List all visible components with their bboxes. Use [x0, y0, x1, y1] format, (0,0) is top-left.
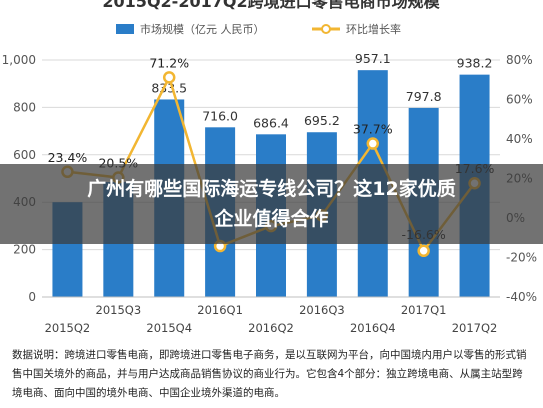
- right-tick-label: -40%: [506, 290, 537, 304]
- data-note: 数据说明：跨境进口零售电商，即跨境进口零售电子商务，是以互联网为平台，向中国境内…: [12, 349, 527, 399]
- x-tick-label: 2016Q4: [350, 321, 396, 335]
- legend: 市场规模（亿元 人民币） 环比增长率: [116, 22, 401, 36]
- overlay-banner: 广州有哪些国际海运专线公司？这12家优质 企业值得合作: [0, 164, 543, 244]
- growth-value-label: 71.2%: [149, 55, 189, 70]
- right-tick-label: 80%: [506, 53, 533, 67]
- legend-line-label: 环比增长率: [346, 22, 401, 36]
- bar-value-label: 695.2: [304, 113, 340, 128]
- left-tick-label: 200: [13, 243, 36, 257]
- growth-point: [417, 244, 430, 258]
- banner-line-1: 广州有哪些国际海运专线公司？这12家优质: [87, 178, 456, 200]
- bar-value-label: 833.5: [151, 80, 187, 95]
- left-tick-label: 1,000: [2, 53, 36, 67]
- x-tick-label: 2017Q2: [452, 321, 498, 335]
- bar-value-label: 686.4: [253, 115, 289, 130]
- right-tick-label: -20%: [506, 251, 537, 265]
- growth-value-label: 23.4%: [48, 150, 88, 165]
- legend-bar-label: 市场规模（亿元 人民币）: [140, 22, 265, 36]
- growth-point: [162, 71, 176, 84]
- legend-bar-swatch: [116, 24, 134, 34]
- growth-value-label: 37.7%: [353, 122, 393, 137]
- bar-labels: 833.5 716.0 686.4 695.2 957.1 797.8 938.2: [151, 51, 492, 130]
- bar-value-label: 716.0: [202, 108, 238, 123]
- x-tick-label: 2017Q1: [401, 303, 447, 317]
- x-tick-label: 2016Q3: [299, 303, 345, 317]
- left-tick-label: 0: [28, 290, 36, 304]
- bar-value-label: 938.2: [457, 56, 493, 71]
- growth-point: [366, 137, 380, 150]
- banner-line-2: 企业值得合作: [214, 208, 329, 230]
- left-tick-label: 600: [13, 148, 36, 162]
- bar-value-label: 957.1: [355, 51, 391, 66]
- left-tick-label: 800: [13, 100, 36, 114]
- right-tick-label: 60%: [506, 93, 533, 107]
- x-tick-label: 2015Q2: [45, 321, 91, 335]
- x-tick-label: 2016Q2: [248, 321, 294, 335]
- x-tick-label: 2015Q3: [96, 303, 142, 317]
- right-tick-label: 40%: [506, 132, 533, 146]
- x-axis: 2015Q2 2015Q3 2015Q4 2016Q1 2016Q2 2016Q3 2016…: [42, 296, 500, 335]
- chart-title: 2015Q2-2017Q2跨境进口零售电商市场规模: [102, 0, 440, 11]
- x-tick-label: 2016Q1: [197, 303, 243, 317]
- legend-line-marker: [321, 24, 331, 34]
- bar-value-label: 797.8: [406, 89, 442, 104]
- x-tick-label: 2015Q4: [146, 321, 192, 335]
